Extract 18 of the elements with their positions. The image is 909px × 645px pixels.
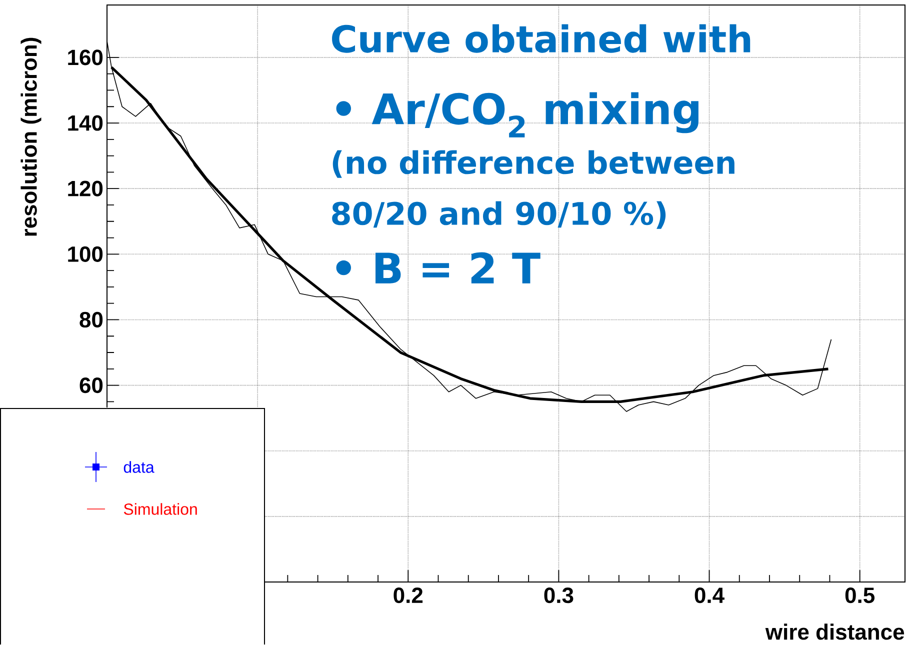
annotation: data bbox=[124, 461, 154, 473]
x-tick-label: 0.2 bbox=[394, 588, 423, 604]
x-axis-title: wire distance bbox=[765, 624, 904, 640]
annotation: (no difference between 80/20 and 90/10 %) bbox=[332, 150, 734, 229]
y-tick-label: 80 bbox=[80, 312, 103, 328]
y-tick-label: 120 bbox=[68, 180, 103, 196]
y-tick-label: 60 bbox=[80, 377, 103, 394]
annotation: Simulation bbox=[124, 503, 197, 515]
y-tick-label: 140 bbox=[68, 115, 103, 131]
y-tick-label: 160 bbox=[68, 50, 103, 66]
annotation: • Ar/CO$_{2}$ mixing bbox=[336, 92, 698, 138]
annotation: Curve obtained with bbox=[332, 24, 750, 53]
x-tick-label: 0.3 bbox=[544, 588, 574, 604]
x-tick-label: 0.4 bbox=[694, 588, 724, 604]
y-axis-title: resolution (micron) bbox=[20, 38, 42, 236]
annotation: • B = 2 T bbox=[336, 252, 540, 284]
x-tick-label: 0.5 bbox=[845, 588, 875, 604]
y-tick-label: 100 bbox=[68, 246, 103, 262]
